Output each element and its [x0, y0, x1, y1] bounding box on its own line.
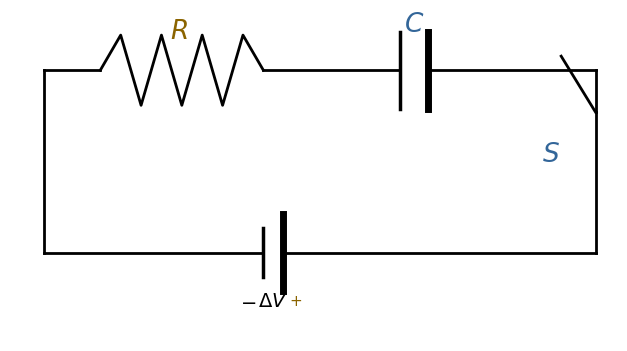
Text: $R$: $R$ — [170, 19, 187, 44]
Text: $S$: $S$ — [542, 142, 559, 167]
Text: $\Delta V$: $\Delta V$ — [258, 293, 288, 311]
Text: $-$: $-$ — [240, 293, 256, 311]
Text: $+$: $+$ — [290, 295, 302, 309]
Text: $C$: $C$ — [404, 12, 424, 37]
